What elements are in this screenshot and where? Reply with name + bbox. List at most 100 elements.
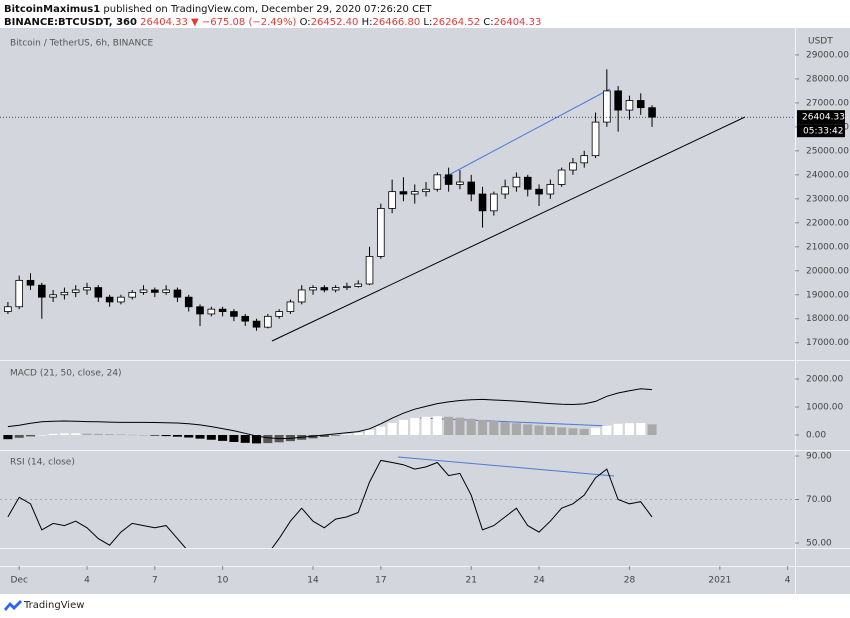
candle-body — [365, 255, 374, 285]
candle-body — [309, 287, 317, 291]
candle-body — [286, 301, 295, 312]
candle-body — [388, 191, 396, 209]
candle-body — [456, 181, 464, 185]
candle-body — [399, 191, 408, 195]
candle-body — [105, 296, 114, 303]
macd-bar — [353, 432, 363, 435]
o-label: O: — [300, 17, 311, 28]
candle-body — [26, 279, 35, 286]
trend-line — [271, 116, 746, 342]
candle-body — [523, 176, 532, 190]
macd-bar — [489, 420, 499, 435]
macd-bar — [37, 434, 47, 436]
macd-bar — [466, 418, 476, 435]
header-quote: BINANCE:BTCUSDT, 360 26404.33 ▼ −675.08 … — [4, 17, 541, 28]
trend-line — [397, 456, 615, 477]
candle-body — [467, 181, 476, 195]
candle-body — [151, 289, 159, 293]
macd-bar — [240, 434, 250, 443]
candle-body — [207, 308, 216, 315]
x-tick-label: 24 — [533, 576, 545, 586]
macd-line — [7, 388, 653, 440]
macd-bar — [116, 434, 126, 435]
macd-bar — [421, 416, 431, 435]
c-label: C: — [483, 17, 493, 28]
candle-body — [433, 174, 442, 190]
macd-bar — [613, 423, 623, 435]
macd-bar — [263, 434, 273, 444]
candle-body — [648, 107, 656, 118]
x-tick-label: 17 — [375, 576, 386, 586]
candle-body — [569, 162, 577, 171]
macd-bar — [387, 422, 397, 435]
macd-bar — [48, 433, 58, 435]
macd-bar — [557, 427, 567, 435]
macd-bar — [150, 434, 160, 436]
trend-line — [442, 88, 611, 179]
candle-body — [512, 176, 521, 188]
macd-bar — [376, 426, 386, 435]
candle-body — [60, 291, 69, 296]
x-tick-label: 28 — [624, 576, 636, 586]
candle-body — [410, 191, 419, 195]
macd-bar — [229, 434, 239, 442]
y-tick-label: 17000.00 — [806, 338, 849, 348]
header-line: BitcoinMaximus1 published on TradingView… — [4, 4, 432, 15]
y-tick-label: 25000.00 — [806, 146, 849, 156]
candle-body — [71, 289, 80, 293]
last-price-label: 26404.33 — [802, 113, 845, 123]
x-tick-label: 21 — [466, 576, 477, 586]
y-tick-label: 23000.00 — [806, 194, 849, 204]
logo — [4, 600, 22, 611]
macd-bar — [172, 434, 182, 437]
candle-body — [501, 186, 509, 195]
macd-bar — [252, 434, 262, 444]
y-tick-label: 0.00 — [806, 430, 826, 440]
candle-body — [557, 169, 566, 185]
candle-body — [490, 193, 498, 212]
candle-body — [230, 311, 238, 317]
candle-body — [218, 308, 227, 312]
macd-bar — [579, 428, 589, 435]
macd-bar — [500, 422, 510, 435]
macd-bar — [602, 425, 612, 435]
macd-bar — [523, 424, 533, 435]
macd-bar — [195, 434, 205, 439]
y-tick-label: 18000.00 — [806, 314, 849, 324]
symbol: BINANCE:BTCUSDT, 360 — [4, 17, 137, 28]
brand: TradingView — [23, 600, 84, 611]
macd-bar — [93, 433, 103, 435]
macd-bar — [308, 434, 318, 439]
candle-body — [173, 289, 182, 298]
candle-body — [196, 306, 204, 315]
macd-title: MACD (21, 50, close, 24) — [10, 369, 122, 379]
macd-bar — [218, 434, 228, 441]
x-tick-label: 7 — [152, 576, 158, 586]
y-tick-label: 20000.00 — [806, 266, 849, 276]
candle-body — [275, 311, 283, 317]
published: published on TradingView.com, December 2… — [103, 4, 432, 15]
candle-body — [139, 289, 148, 293]
l-label: L: — [423, 17, 432, 28]
candles — [4, 69, 656, 331]
x-tick-label: 4 — [84, 576, 90, 586]
candle-body — [478, 193, 487, 212]
macd-bar — [591, 427, 601, 435]
candle-body — [94, 287, 103, 298]
macd-bar — [161, 434, 171, 437]
macd-bar — [25, 434, 36, 437]
macd-bar — [478, 419, 488, 435]
candle-body — [320, 287, 329, 291]
macd-bar — [568, 428, 578, 435]
y-tick-label: 2000.00 — [806, 374, 843, 384]
countdown: 05:33:42 — [803, 127, 843, 137]
y-tick-label: 29000.00 — [806, 50, 849, 60]
candle-body — [252, 320, 261, 328]
candle-body — [184, 296, 193, 308]
y-tick-label: 24000.00 — [806, 170, 849, 180]
candle-body — [580, 155, 589, 164]
candle-body — [264, 315, 272, 328]
last: 26404.33 — [140, 17, 188, 28]
candle-body — [241, 315, 250, 322]
